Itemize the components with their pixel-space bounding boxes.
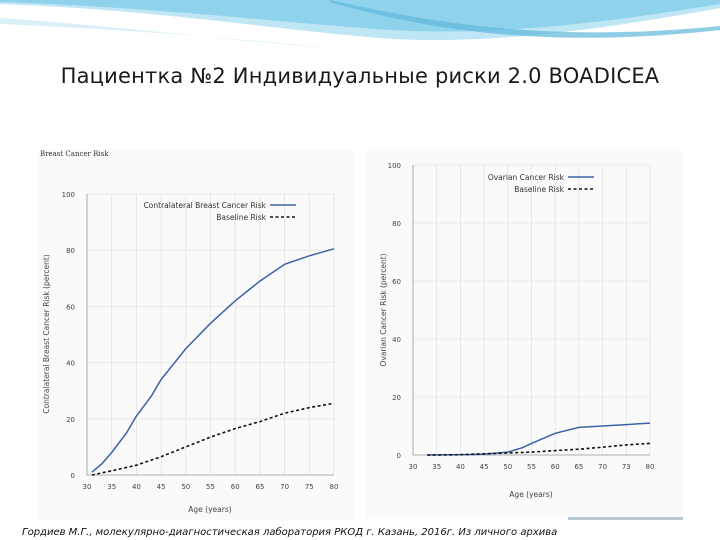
- x-axis-label: Age (years): [509, 490, 552, 499]
- y-axis-label: Ovarian Cancer Risk (percent): [379, 253, 388, 366]
- x-tick-label: 35: [107, 483, 116, 491]
- y-tick-label: 20: [66, 416, 75, 424]
- y-tick-label: 40: [66, 360, 75, 368]
- y-tick-label: 80: [392, 220, 401, 228]
- x-tick-label: 55: [527, 463, 536, 471]
- ovarian-chart-panel: [366, 151, 684, 519]
- y-tick-label: 80: [66, 247, 75, 255]
- x-tick-label: 75: [305, 483, 314, 491]
- x-tick-label: 55: [206, 483, 215, 491]
- y-tick-label: 40: [392, 336, 401, 344]
- x-tick-label: 30: [83, 483, 92, 491]
- x-tick-label: 65: [255, 483, 264, 491]
- x-tick-label: 80: [646, 463, 655, 471]
- x-tick-label: 73: [622, 463, 631, 471]
- x-tick-label: 35: [432, 463, 441, 471]
- x-tick-label: 40: [456, 463, 465, 471]
- x-tick-label: 80: [330, 483, 339, 491]
- legend-label: Baseline Risk: [514, 185, 564, 194]
- y-tick-label: 0: [397, 452, 401, 460]
- x-tick-label: 60: [231, 483, 240, 491]
- breast-chart-title: Breast Cancer Risk: [40, 150, 109, 158]
- breast-chart-panel: [37, 150, 355, 520]
- risk-line: [427, 422, 651, 456]
- baseline-risk-line: [427, 442, 651, 456]
- x-tick-label: 50: [181, 483, 190, 491]
- x-tick-label: 45: [157, 483, 166, 491]
- legend-label: Ovarian Cancer Risk: [488, 173, 565, 182]
- footer-divider: [568, 517, 683, 520]
- y-axis-label: Contralateral Breast Cancer Risk (percen…: [42, 254, 51, 413]
- legend-label: Contralateral Breast Cancer Risk: [144, 201, 267, 210]
- header-wave-decoration: [0, 0, 720, 48]
- x-tick-label: 40: [132, 483, 141, 491]
- y-tick-label: 60: [392, 278, 401, 286]
- slide-title: Пациентка №2 Индивидуальные риски 2.0 BO…: [60, 64, 660, 88]
- x-tick-label: 70: [280, 483, 289, 491]
- x-tick-label: 30: [409, 463, 418, 471]
- y-tick-label: 100: [388, 162, 401, 170]
- x-tick-label: 60: [551, 463, 560, 471]
- y-tick-label: 100: [62, 191, 75, 199]
- y-tick-label: 0: [71, 472, 75, 480]
- legend-label: Baseline Risk: [216, 213, 266, 222]
- y-tick-label: 60: [66, 303, 75, 311]
- baseline-risk-line: [91, 402, 335, 476]
- y-tick-label: 20: [392, 394, 401, 402]
- ovarian-cancer-risk-chart: 30 35 40 45 50 55 60 65 70 73 80 0 20 40 60 80 100 Age (y…: [379, 162, 655, 499]
- x-tick-label: 45: [480, 463, 489, 471]
- breast-cancer-risk-chart: 30 35 40 45 50 55 60 65 70 75 80 0 20 40 60 80 100 Age (y…: [42, 191, 339, 514]
- x-tick-label: 50: [503, 463, 512, 471]
- x-axis-label: Age (years): [188, 505, 231, 514]
- slide-footer: Гордиев М.Г., молекулярно-диагностическа…: [22, 527, 558, 538]
- x-tick-label: 70: [598, 463, 607, 471]
- risk-line: [91, 248, 335, 473]
- x-tick-label: 65: [574, 463, 583, 471]
